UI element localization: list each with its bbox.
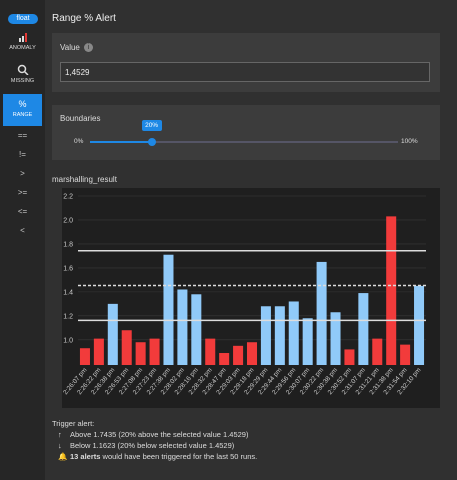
bar — [205, 338, 216, 365]
slider-knob[interactable] — [147, 138, 156, 146]
above-text: Above 1.7435 (20% above the selected val… — [70, 430, 249, 439]
bar — [135, 342, 146, 365]
page-title: Range % Alert — [52, 13, 116, 24]
trigger-title: Trigger alert: — [52, 419, 95, 428]
slider-fill — [90, 141, 152, 143]
down-arrow: ↓ — [58, 441, 62, 450]
bar — [177, 289, 188, 365]
operator-button[interactable]: != — [19, 150, 26, 159]
anomaly-button[interactable]: ANOMALY — [3, 32, 42, 62]
slider-track — [90, 141, 398, 143]
bar — [93, 338, 104, 365]
bar — [149, 338, 160, 365]
y-tick-label: 1.6 — [63, 265, 73, 272]
info-icon[interactable]: i — [84, 43, 93, 52]
value-input[interactable]: 1,4529 — [60, 62, 430, 82]
y-tick-label: 1.0 — [63, 337, 73, 344]
below-row: ↓ Below 1.1623 (20% below selected value … — [52, 440, 257, 451]
bar — [163, 254, 174, 365]
slider-min: 0% — [74, 138, 84, 145]
bar — [358, 293, 369, 365]
operator-button[interactable]: == — [17, 131, 28, 140]
operator-button[interactable]: < — [20, 226, 25, 235]
range-button[interactable]: % RANGE — [3, 94, 42, 126]
bar — [79, 348, 90, 365]
y-tick-label: 1.2 — [63, 313, 73, 320]
bar — [260, 306, 271, 365]
missing-button[interactable]: MISSING — [3, 64, 42, 94]
count-row: 🔔 13 alerts would have been triggered for… — [52, 451, 257, 462]
operator-button[interactable]: <= — [17, 207, 28, 216]
y-tick-label: 2.0 — [63, 217, 73, 224]
bar — [107, 303, 118, 365]
bar — [400, 344, 411, 365]
chart-title: marshalling_result — [52, 175, 117, 184]
chart: 2.22.01.81.61.41.21.02:26:07 pm2:26:22 p… — [62, 188, 440, 408]
bar — [414, 285, 425, 365]
missing-label: MISSING — [10, 78, 35, 84]
above-row: ↑ Above 1.7435 (20% above the selected va… — [52, 429, 257, 440]
anomaly-icon — [18, 33, 27, 42]
bar — [386, 216, 397, 365]
bar — [344, 349, 355, 365]
y-tick-label: 1.4 — [63, 289, 73, 296]
y-tick-label: 1.8 — [63, 241, 73, 248]
boundaries-label: Boundaries — [60, 114, 101, 123]
bar — [219, 353, 230, 365]
bell-icon: 🔔 — [58, 452, 68, 461]
bar — [274, 306, 285, 365]
bar — [191, 294, 202, 365]
bar — [233, 345, 244, 365]
bar — [121, 330, 132, 365]
bar — [330, 312, 341, 365]
below-text: Below 1.1623 (20% below selected value 1… — [70, 441, 235, 450]
alert-count: 13 alerts — [70, 452, 101, 461]
range-icon: % — [18, 99, 27, 109]
bar — [288, 301, 299, 365]
anomaly-label: ANOMALY — [9, 45, 36, 51]
trigger-section: Trigger alert: ↑ Above 1.7435 (20% above … — [52, 418, 257, 462]
range-label: RANGE — [12, 112, 33, 118]
bar — [246, 342, 258, 365]
bar — [302, 318, 313, 365]
operator-button[interactable]: >= — [17, 188, 28, 197]
slider-tooltip: 20% — [141, 120, 162, 131]
boundaries-panel: Boundaries 0% 100% 20% — [52, 105, 440, 160]
type-badge: float — [8, 14, 38, 24]
value-label: Value — [60, 43, 80, 52]
bar — [372, 338, 383, 365]
count-text: would have been triggered for the last 5… — [100, 452, 258, 461]
value-panel: Value i 1,4529 — [52, 33, 440, 92]
sidebar: float ANOMALY MISSING % RANGE == != > >= <= < — [0, 0, 45, 480]
operator-button[interactable]: > — [20, 169, 25, 178]
up-arrow: ↑ — [58, 430, 62, 439]
missing-icon — [17, 64, 29, 75]
slider-max: 100% — [401, 138, 418, 145]
y-tick-label: 2.2 — [63, 193, 73, 200]
bar — [316, 261, 327, 365]
